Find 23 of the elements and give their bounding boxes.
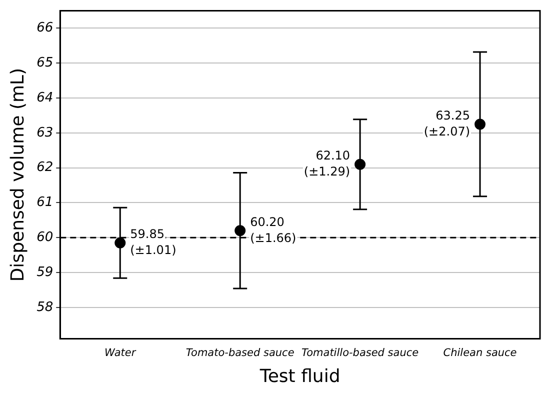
point — [474, 118, 486, 130]
y-axis-title: Dispensed volume (mL) — [7, 68, 28, 282]
y-tick-label: 63 — [36, 125, 54, 140]
data-label: 59.85 (±1.01) — [130, 226, 176, 257]
x-tick-label: Water — [104, 346, 136, 359]
x-tick-label: Chilean sauce — [443, 346, 517, 359]
y-tick-label: 59 — [36, 264, 54, 280]
point — [114, 237, 126, 248]
y-tick-label: 60 — [36, 230, 54, 245]
point — [354, 158, 366, 170]
x-tick-label: Tomatillo-based sauce — [301, 346, 419, 359]
point — [234, 225, 246, 236]
y-tick-label: 64 — [36, 90, 54, 106]
data-label: 63.25 (±2.07) — [424, 108, 470, 138]
x-tick-label: Tomato-based sauce — [186, 346, 294, 359]
data-label: 62.10 (±1.29) — [304, 148, 350, 178]
y-tick-label: 66 — [36, 20, 54, 36]
y-tick-label: 58 — [36, 300, 54, 315]
x-axis-title: Test fluid — [258, 366, 340, 387]
data-label: 60.20 (±1.66) — [250, 214, 296, 245]
y-tick-label: 61 — [36, 195, 54, 210]
y-tick-label: 62 — [36, 160, 54, 176]
y-tick-label: 65 — [36, 56, 54, 71]
